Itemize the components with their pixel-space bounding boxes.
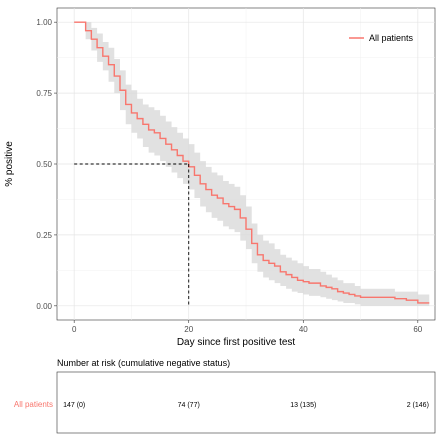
confidence-band xyxy=(74,22,430,306)
risk-table-title: Number at risk (cumulative negative stat… xyxy=(57,358,230,368)
confidence-band-area xyxy=(74,22,430,306)
y-tick-label: 0.00 xyxy=(36,302,52,311)
risk-table-value: 13 (135) xyxy=(290,402,316,409)
risk-table-panel xyxy=(56,371,436,434)
risk-table-values: 147 (0) 74 (77) 13 (135) 2 (146) xyxy=(63,402,429,409)
risk-table-value: 74 (77) xyxy=(178,402,200,409)
y-tick-label: 1.00 xyxy=(36,18,52,27)
y-tick-label: 0.50 xyxy=(36,160,52,169)
legend-label: All patients xyxy=(369,33,414,43)
y-axis-ticks: 0.00 0.25 0.50 0.75 1.00 xyxy=(36,18,57,311)
x-tick-label: 60 xyxy=(413,325,422,334)
x-axis-ticks: 0 20 40 60 xyxy=(72,320,423,334)
y-tick-label: 0.75 xyxy=(36,89,52,98)
x-tick-label: 0 xyxy=(72,325,77,334)
survival-curve xyxy=(74,21,430,304)
median-lines xyxy=(74,163,190,306)
risk-table-value: 2 (146) xyxy=(407,402,429,409)
legend: All patients xyxy=(349,33,414,43)
x-tick-label: 20 xyxy=(184,325,193,334)
risk-table-group-label: All patients xyxy=(14,400,53,409)
x-axis-title: Day since first positive test xyxy=(177,337,296,348)
y-tick-label: 0.25 xyxy=(36,231,52,240)
risk-table-value: 147 (0) xyxy=(63,402,85,409)
y-axis-title: % positive xyxy=(4,141,15,187)
survival-curve-line xyxy=(74,21,430,304)
x-tick-label: 40 xyxy=(299,325,308,334)
